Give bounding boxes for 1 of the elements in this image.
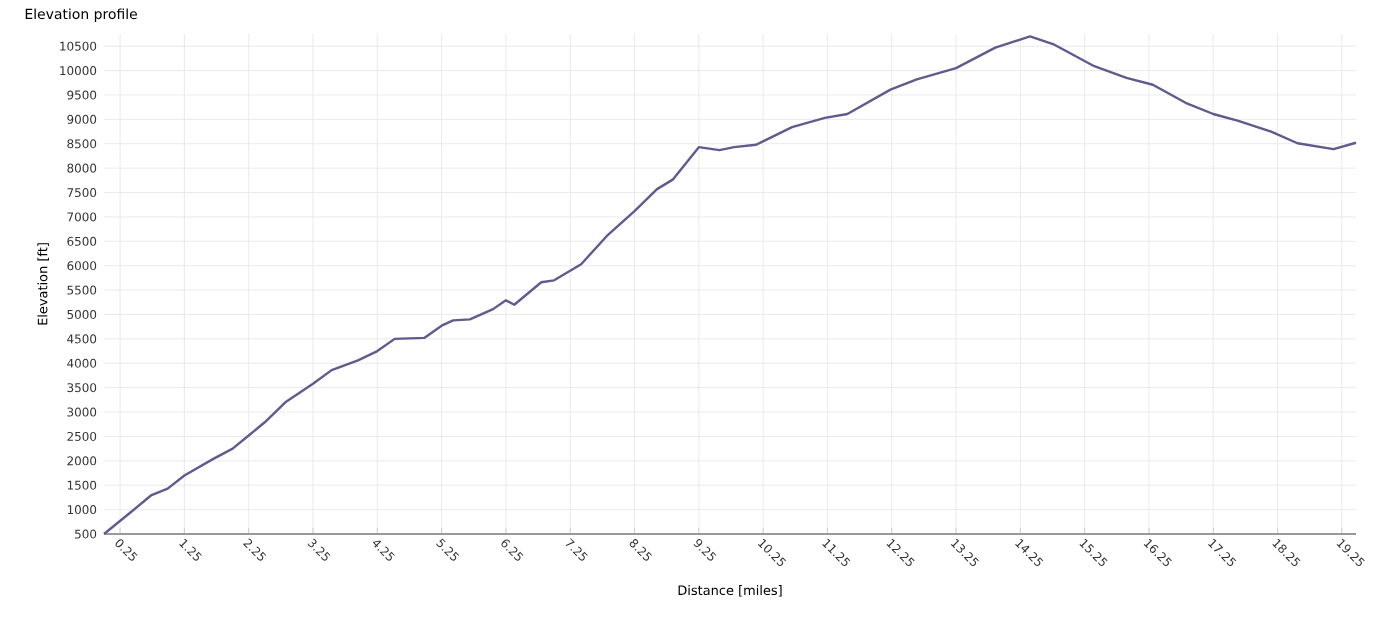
line-series	[102, 35, 1358, 536]
